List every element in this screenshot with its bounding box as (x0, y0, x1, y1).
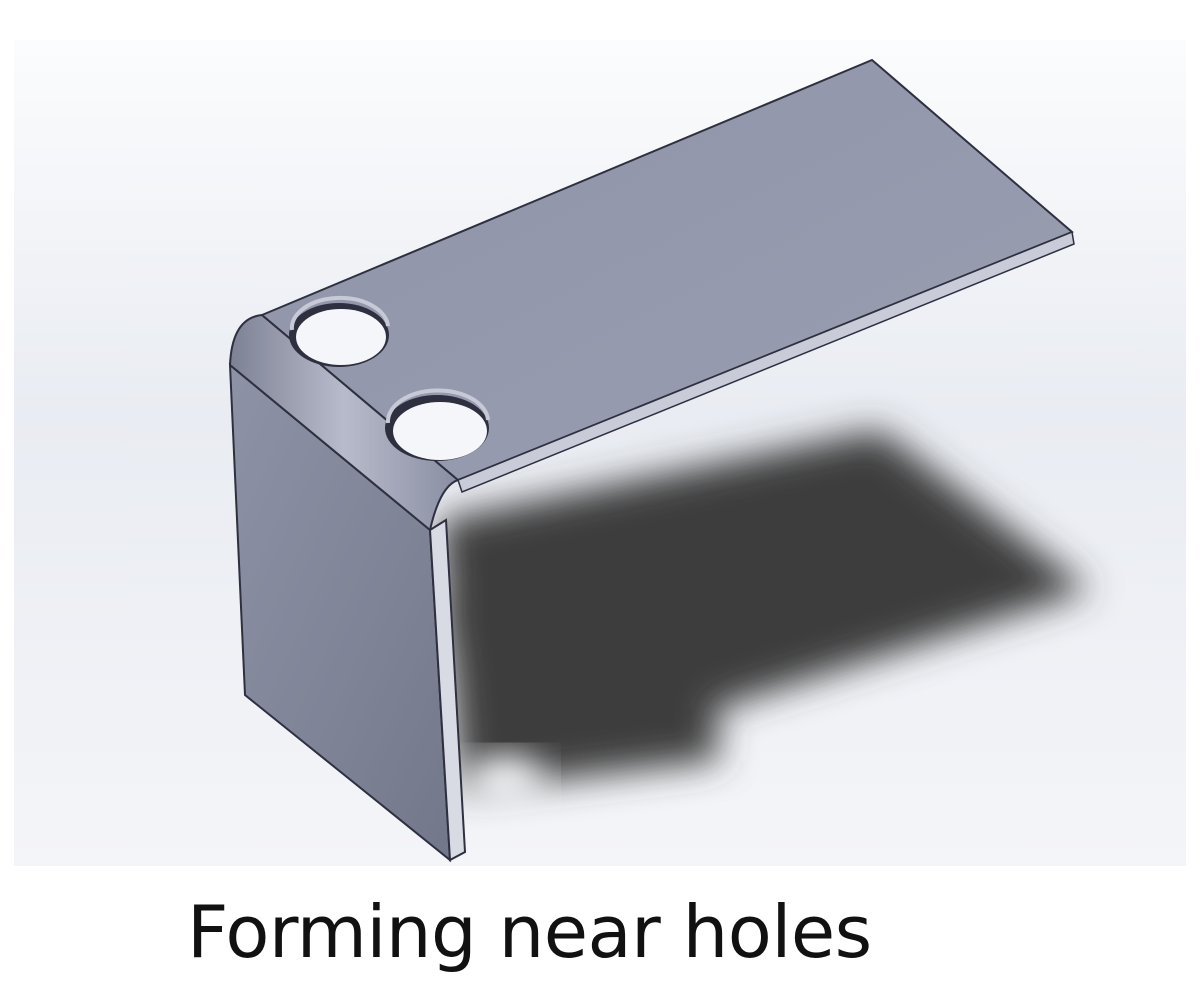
hole-1 (289, 295, 390, 367)
flange-edge (428, 518, 467, 862)
hole-2 (385, 388, 490, 461)
slide-caption: Forming near holes (187, 890, 872, 974)
floor-shadow (440, 430, 1090, 790)
top-plate-edge (457, 230, 1075, 493)
shadow-hole-light (465, 754, 545, 810)
cad-render (14, 40, 1186, 866)
